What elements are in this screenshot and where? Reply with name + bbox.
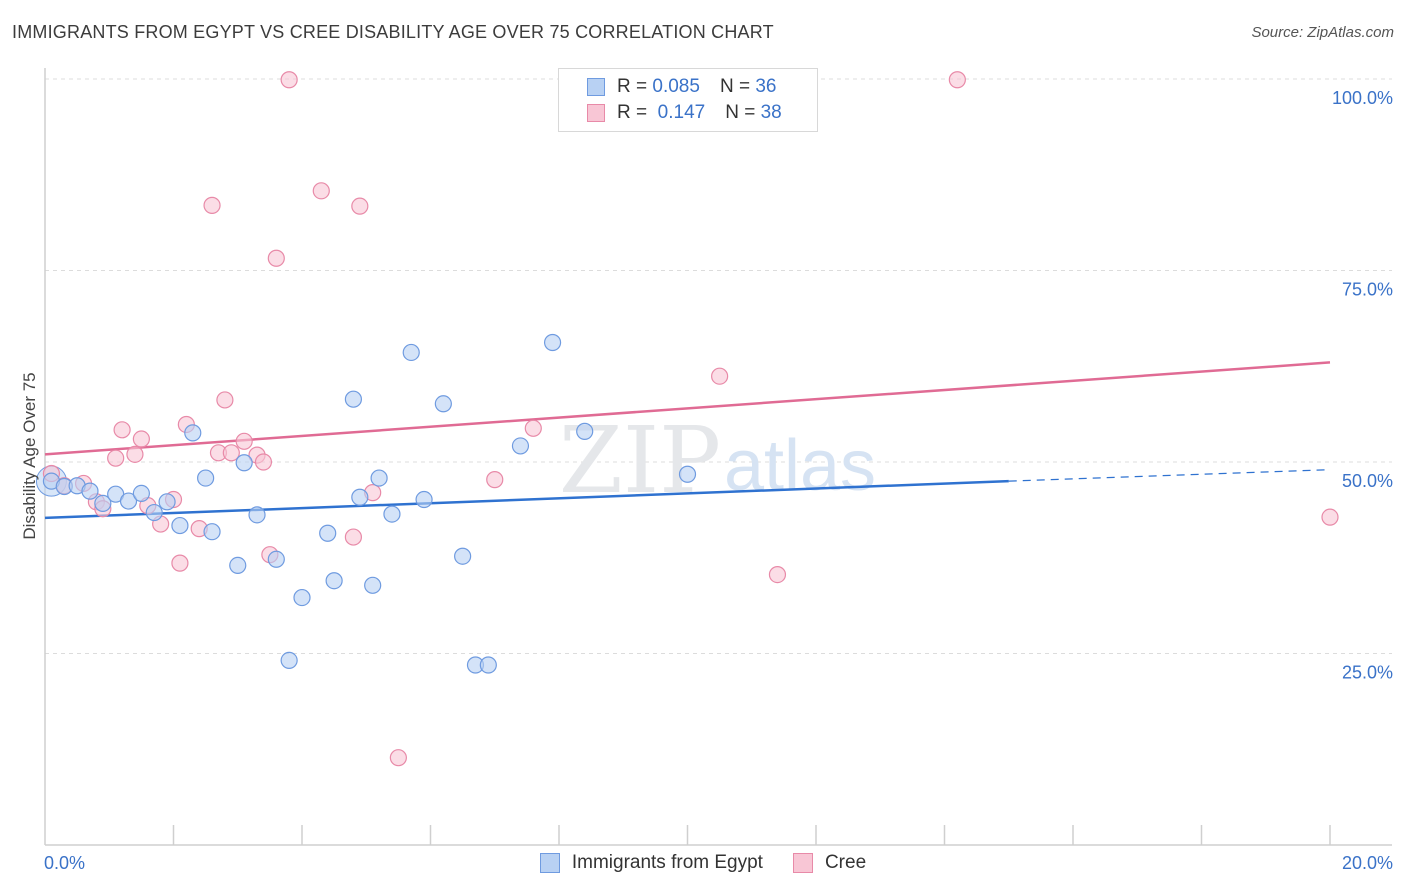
y-tick-label: 25.0% bbox=[1342, 663, 1393, 683]
egypt-point bbox=[402, 343, 420, 362]
y-axis-label: Disability Age Over 75 bbox=[20, 372, 39, 540]
egypt-trend-extension bbox=[1008, 469, 1331, 482]
egypt-point bbox=[344, 390, 362, 408]
egypt-point bbox=[415, 490, 433, 509]
egypt-legend-label: Immigrants from Egypt bbox=[571, 852, 763, 873]
watermark-atlas: atlas bbox=[724, 426, 876, 506]
egypt-point bbox=[383, 505, 401, 523]
cree-point bbox=[254, 453, 273, 471]
grid-lines bbox=[45, 78, 1392, 654]
source-label: Source: ZipAtlas.com bbox=[1251, 24, 1394, 41]
egypt-point bbox=[145, 503, 163, 522]
cree-n-label: N = bbox=[725, 102, 756, 123]
egypt-point bbox=[81, 482, 99, 500]
cree-point bbox=[768, 566, 787, 584]
egypt-point bbox=[171, 516, 189, 535]
cree-point bbox=[486, 471, 504, 489]
tick-labels: 25.0% 50.0% 75.0% 100.0% 0.0% 20.0% bbox=[44, 88, 1393, 873]
cree-point bbox=[711, 367, 729, 385]
cree-point bbox=[524, 419, 542, 437]
egypt-point bbox=[203, 523, 221, 541]
cree-point bbox=[267, 249, 285, 267]
legend-item-egypt: Immigrants from Egypt bbox=[539, 852, 763, 874]
egypt-point bbox=[235, 454, 253, 472]
legend-item-cree: Cree bbox=[792, 852, 867, 874]
x-tick-label-max: 20.0% bbox=[1342, 853, 1393, 873]
cree-point bbox=[1321, 508, 1339, 526]
egypt-point bbox=[678, 465, 697, 483]
egypt-point bbox=[370, 469, 388, 487]
egypt-point bbox=[94, 494, 112, 512]
cree-point bbox=[222, 444, 240, 462]
y-tick-label: 50.0% bbox=[1342, 471, 1393, 491]
egypt-point bbox=[184, 424, 202, 442]
cree-point bbox=[351, 197, 369, 215]
egypt-point bbox=[229, 556, 247, 575]
series-legend: Immigrants from Egypt Cree bbox=[0, 852, 1406, 874]
cree-point bbox=[171, 554, 189, 572]
egypt-n-label: N = bbox=[719, 76, 751, 97]
cree-point bbox=[280, 71, 298, 89]
cree-point bbox=[113, 421, 131, 439]
egypt-point bbox=[293, 588, 311, 607]
egypt-point bbox=[434, 395, 452, 413]
egypt-n-value: 36 bbox=[755, 76, 777, 97]
cree-point bbox=[389, 749, 407, 767]
cree-legend-swatch bbox=[792, 853, 813, 873]
y-tick-label: 75.0% bbox=[1342, 280, 1393, 300]
egypt-point bbox=[351, 488, 369, 506]
stats-legend: R = 0.085 N = 36 R = 0.147 N = 38 bbox=[558, 68, 818, 132]
egypt-point bbox=[267, 550, 285, 568]
data-points bbox=[35, 71, 1339, 767]
cree-r-value: 0.147 bbox=[657, 102, 706, 123]
cree-swatch bbox=[587, 104, 605, 122]
watermark: ZIP atlas bbox=[559, 407, 876, 514]
egypt-r-value: 0.085 bbox=[652, 76, 700, 97]
cree-point bbox=[948, 71, 966, 89]
egypt-point bbox=[325, 572, 343, 590]
egypt-point bbox=[576, 422, 594, 440]
egypt-r-label: R = bbox=[617, 76, 648, 97]
cree-point bbox=[216, 391, 234, 409]
egypt-point bbox=[319, 524, 337, 542]
egypt-point bbox=[543, 333, 562, 352]
x-tick-label-min: 0.0% bbox=[44, 853, 85, 873]
axes bbox=[44, 68, 1392, 846]
cree-trend-line bbox=[44, 361, 1331, 456]
egypt-point bbox=[197, 469, 215, 487]
legend-row-cree: R = 0.147 N = 38 bbox=[587, 100, 782, 126]
cree-point bbox=[235, 432, 253, 450]
egypt-point bbox=[364, 576, 382, 594]
egypt-point bbox=[119, 492, 138, 510]
cree-point bbox=[107, 449, 125, 467]
legend-row-egypt: R = 0.085 N = 36 bbox=[587, 74, 776, 100]
cree-point bbox=[132, 430, 150, 448]
egypt-point bbox=[158, 493, 176, 511]
egypt-swatch bbox=[587, 78, 605, 96]
y-tick-label: 100.0% bbox=[1332, 88, 1393, 108]
cree-r-label: R = bbox=[617, 102, 648, 123]
chart-title: IMMIGRANTS FROM EGYPT VS CREE DISABILITY… bbox=[12, 22, 774, 42]
egypt-point bbox=[511, 437, 530, 455]
cree-point bbox=[344, 528, 362, 546]
cree-point bbox=[312, 182, 330, 200]
egypt-point bbox=[454, 547, 472, 565]
cree-legend-label: Cree bbox=[824, 852, 867, 873]
cree-point bbox=[126, 445, 144, 463]
cree-n-value: 38 bbox=[760, 102, 782, 123]
egypt-point bbox=[280, 651, 298, 669]
egypt-point bbox=[132, 484, 150, 503]
egypt-point bbox=[248, 506, 266, 524]
trend-lines bbox=[44, 361, 1331, 520]
egypt-point bbox=[479, 656, 497, 674]
egypt-trend-line bbox=[44, 479, 1009, 520]
egypt-legend-swatch bbox=[539, 853, 560, 873]
cree-point bbox=[203, 196, 221, 214]
